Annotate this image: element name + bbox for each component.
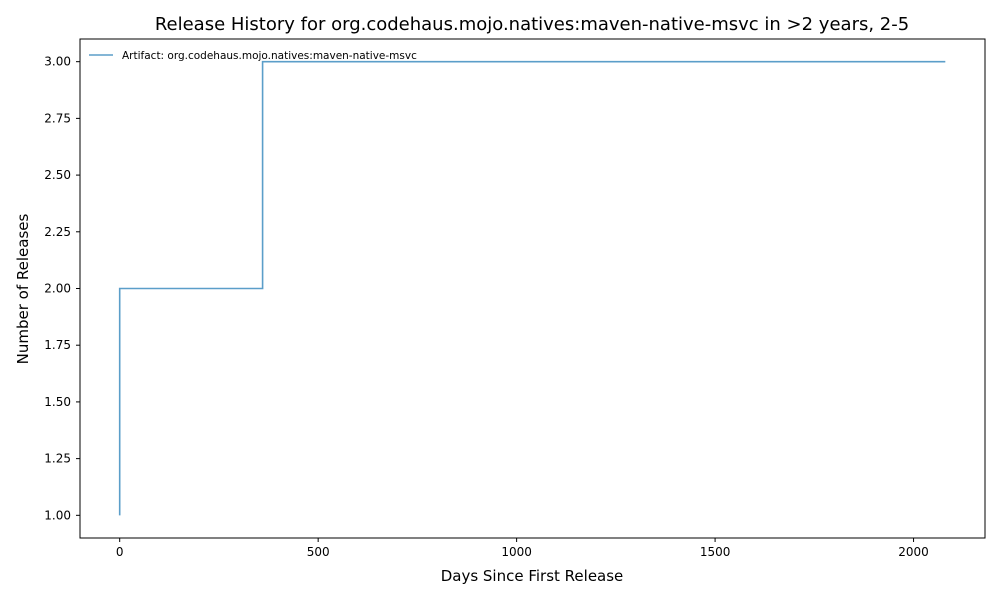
x-tick-label: 2000 bbox=[898, 545, 929, 559]
y-tick-label: 3.00 bbox=[44, 55, 71, 69]
y-tick-label: 1.00 bbox=[44, 508, 71, 522]
x-axis-label: Days Since First Release bbox=[441, 567, 624, 585]
legend-label: Artifact: org.codehaus.mojo.natives:mave… bbox=[122, 50, 417, 62]
y-tick-label: 2.75 bbox=[44, 111, 71, 125]
chart-title: Release History for org.codehaus.mojo.na… bbox=[155, 14, 909, 35]
x-tick-label: 500 bbox=[307, 545, 330, 559]
y-tick-label: 1.75 bbox=[44, 338, 71, 352]
x-tick-label: 1500 bbox=[700, 545, 731, 559]
y-axis-ticks: 1.00 1.25 1.50 1.75 2.00 2.25 2.50 2.75 3.00 bbox=[44, 55, 80, 522]
y-tick-label: 1.25 bbox=[44, 452, 71, 466]
x-tick-label: 0 bbox=[116, 545, 124, 559]
y-tick-label: 2.00 bbox=[44, 282, 71, 296]
y-tick-label: 2.50 bbox=[44, 168, 71, 182]
x-axis-ticks: 0 500 1000 1500 2000 bbox=[116, 538, 929, 559]
y-tick-label: 1.50 bbox=[44, 395, 71, 409]
series-layer bbox=[118, 60, 946, 516]
y-tick-label: 2.25 bbox=[44, 225, 71, 239]
y-axis-label: Number of Releases bbox=[14, 213, 32, 364]
series-line bbox=[118, 60, 946, 516]
legend: Artifact: org.codehaus.mojo.natives:mave… bbox=[89, 50, 417, 62]
x-tick-label: 1000 bbox=[501, 545, 532, 559]
